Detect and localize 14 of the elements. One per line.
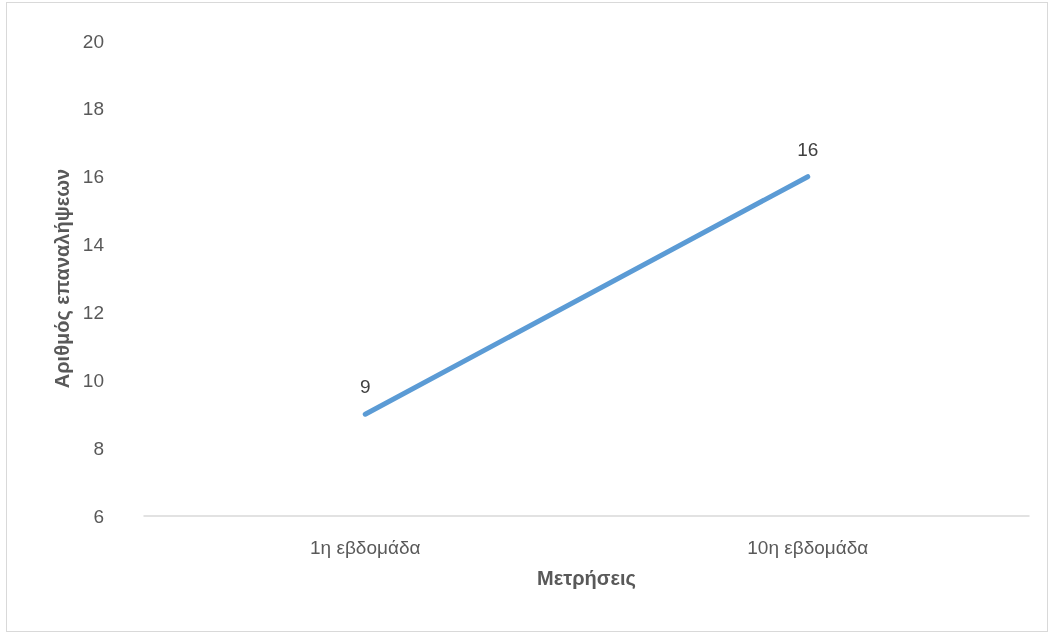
y-tick-label: 10: [82, 369, 104, 391]
y-tick-label: 16: [82, 166, 104, 188]
x-tick-label: 1η εβδομάδα: [310, 537, 421, 558]
y-tick-label: 14: [82, 234, 105, 256]
y-tick-label: 12: [82, 301, 104, 323]
x-tick-label: 10η εβδομάδα: [747, 537, 869, 558]
y-tick-label: 8: [93, 437, 104, 459]
y-axis-title: Αριθμός επαναλήψεων: [50, 168, 73, 389]
x-axis-title: Μετρήσεις: [537, 567, 636, 589]
y-tick-label: 18: [82, 98, 104, 120]
y-tick-label: 6: [93, 505, 104, 527]
data-label: 9: [359, 376, 371, 398]
y-tick-label: 20: [82, 30, 104, 52]
data-label: 16: [797, 138, 819, 160]
